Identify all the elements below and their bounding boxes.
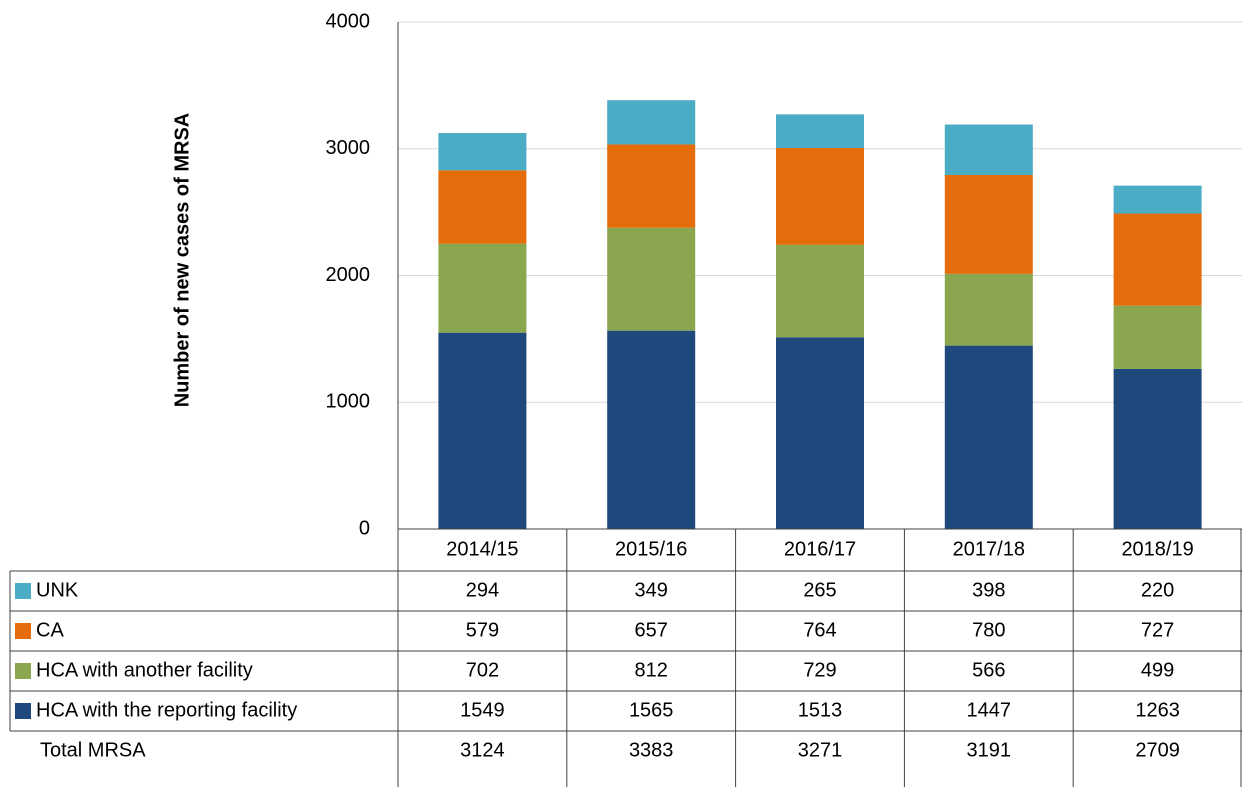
table-value: 579 [466,619,499,641]
table-value: 1513 [798,699,843,721]
y-tick-label: 0 [359,517,370,539]
bar-segment [944,345,1033,529]
bar-segment [776,114,864,148]
table-value: 780 [972,619,1005,641]
bar-segment [607,144,696,228]
table-value: 2709 [1135,739,1180,761]
table-value: 499 [1141,659,1174,681]
legend-label: UNK [36,579,79,601]
bar-segment [1113,213,1202,306]
table-value: 1263 [1135,699,1180,721]
legend-label: HCA with the reporting facility [36,699,297,721]
legend-swatch [15,583,31,599]
y-tick-label: 3000 [326,137,371,159]
bar-segment [776,244,864,338]
table-value: 1447 [967,699,1012,721]
x-tick-label: 2015/16 [615,538,687,560]
y-tick-label: 2000 [326,264,371,286]
bar-segment [438,243,527,333]
x-tick-label: 2016/17 [784,538,856,560]
table-value: 220 [1141,579,1174,601]
table-value: 729 [803,659,836,681]
bar-segment [944,273,1033,346]
bar-segment [944,174,1033,274]
legend-swatch [15,703,31,719]
table-value: 3191 [967,739,1012,761]
table-value: 294 [466,579,499,601]
legend-swatch [15,663,31,679]
table-value: 3271 [798,739,843,761]
legend-label: Total MRSA [40,739,146,761]
table-value: 349 [635,579,668,601]
bar-segment [776,147,864,245]
x-tick-label: 2018/19 [1121,538,1193,560]
table-value: 812 [635,659,668,681]
bar-segment [944,124,1033,175]
legend-label: CA [36,619,64,641]
x-tick-label: 2014/15 [446,538,518,560]
table-value: 764 [803,619,836,641]
table-value: 398 [972,579,1005,601]
bar-segment [1113,368,1202,529]
bar-segment [1113,185,1202,214]
legend-swatch [15,623,31,639]
bar-segment [1113,305,1202,369]
table-value: 727 [1141,619,1174,641]
bar-segment [438,133,527,171]
y-axis-label: Number of new cases of MRSA [171,113,193,408]
bar-segment [776,337,864,529]
table-value: 566 [972,659,1005,681]
legend-label: HCA with another facility [36,659,253,681]
table-value: 3124 [460,739,505,761]
y-tick-label: 4000 [326,10,371,32]
bar-segment [438,170,527,244]
table-value: 3383 [629,739,674,761]
table-value: 657 [635,619,668,641]
bar-segment [607,100,696,145]
table-value: 1549 [460,699,505,721]
y-tick-label: 1000 [326,391,371,413]
bar-segment [607,330,696,529]
table-value: 702 [466,659,499,681]
bar-segment [438,332,527,529]
bar-segment [607,227,696,331]
table-value: 1565 [629,699,674,721]
table-value: 265 [803,579,836,601]
x-tick-label: 2017/18 [953,538,1025,560]
